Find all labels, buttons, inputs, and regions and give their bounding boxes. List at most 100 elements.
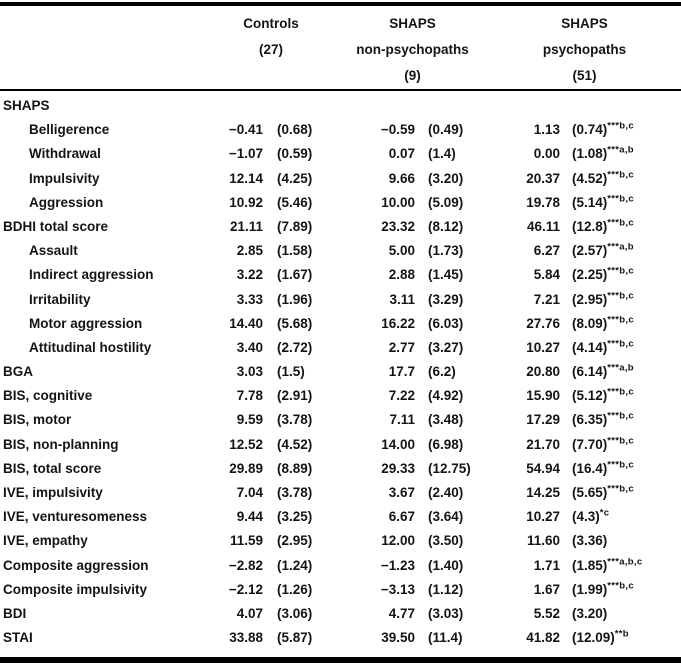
sd-value: (1.96) [277,291,313,307]
non-psychopaths-mean: 10.00 [381,194,415,210]
psychopaths-mean: 11.60 [526,533,560,549]
controls-mean: 10.92 [229,194,263,210]
sd-value: (1.67) [277,267,313,283]
column-header-line: SHAPS [561,16,608,31]
controls-mean: 11.59 [229,533,263,549]
psychopaths-mean: 41.82 [526,630,560,646]
sd-value: (12.8) [572,218,608,234]
non-psychopaths-sd: (3.29) [415,292,488,307]
sd-value: (6.35) [572,412,608,428]
non-psychopaths-sd: (1.4) [415,146,488,161]
sd-value: (1.24) [277,557,313,573]
non-psychopaths-sd: (6.2) [415,364,488,379]
non-psychopaths-sd: (3.20) [415,171,488,186]
table-row: Irritability 3.33 (1.96) 3.11 (3.29) 7.2… [0,290,681,316]
sd-value: (1.45) [428,267,464,283]
controls-sd: (4.25) [263,171,337,186]
sd-value: (3.20) [572,605,608,621]
sd-value: (0.74) [572,122,608,138]
sd-value: (3.27) [428,339,464,355]
psychopaths-mean: 5.52 [533,605,560,621]
controls-mean: 2.85 [236,243,263,259]
controls-sd: (5.68) [263,316,337,331]
psychopaths-mean: 1.71 [533,557,560,573]
column-header-line: SHAPS [389,16,436,31]
non-psychopaths-mean: 29.33 [381,460,415,476]
sd-value: (5.09) [428,194,464,210]
psychopaths-sd: (4.14)***b,c [560,339,681,355]
non-psychopaths-mean: 39.50 [381,630,415,646]
psychopaths-sd: (12.09)**b [560,629,681,645]
sd-value: (4.52) [572,170,608,186]
sd-value: (1.08) [572,146,608,162]
non-psychopaths-sd: (3.64) [415,509,488,524]
non-psychopaths-sd: (12.75) [415,461,488,476]
controls-sd: (2.95) [263,533,337,548]
row-label: Composite impulsivity [3,581,148,597]
table-row: BDI 4.07 (3.06) 4.77 (3.03) 5.52 (3.20) [0,606,681,630]
sd-value: (6.2) [428,364,456,380]
sd-value: (4.92) [428,388,464,404]
significance-marker: ***b,c [607,580,634,592]
sd-value: (7.70) [572,436,608,452]
table-row: Withdrawal −1.07 (0.59) 0.07 (1.4) 0.00 … [0,146,681,170]
controls-mean: 29.89 [229,460,263,476]
column-header-line: (9) [404,68,421,83]
sd-value: (1.4) [428,146,456,162]
row-label: Assault [29,243,78,259]
non-psychopaths-sd: (1.12) [415,582,488,597]
controls-sd: (1.24) [263,558,337,573]
sd-value: (5.12) [572,388,608,404]
significance-marker: ***b,c [607,386,634,398]
psychopaths-sd: (5.12)***b,c [560,386,681,404]
sd-value: (4.25) [277,170,313,186]
significance-marker: ***b,c [607,314,634,326]
table-row: Motor aggression 14.40 (5.68) 16.22 (6.0… [0,314,681,340]
psychopaths-mean: 27.76 [526,315,560,331]
column-header-line: Controls [243,16,299,31]
psychopaths-mean: 21.70 [526,436,560,452]
table-row: BIS, non-planning 12.52 (4.52) 14.00 (6.… [0,436,681,461]
significance-marker: ***a,b [607,362,634,374]
row-label: IVE, venturesomeness [3,509,148,525]
psychopaths-sd: (6.14)***a,b [560,362,681,379]
sd-value: (3.48) [428,412,464,428]
controls-sd: (1.67) [263,267,337,282]
psychopaths-sd: (4.52)***b,c [560,170,681,186]
non-psychopaths-sd: (1.73) [415,243,488,258]
non-psychopaths-sd: (3.50) [415,533,488,548]
sd-value: (3.20) [428,170,464,186]
significance-marker: ***b,c [607,290,634,301]
significance-marker: ***b,c [607,483,634,495]
non-psychopaths-mean: 23.32 [381,218,415,234]
row-label: Composite aggression [3,557,149,573]
controls-sd: (1.5) [263,364,337,379]
sd-value: (3.64) [428,509,464,525]
table-top-rule [0,2,681,6]
row-label: Aggression [29,194,104,210]
controls-sd: (8.89) [263,461,337,476]
controls-sd: (4.52) [263,437,337,452]
sd-value: (7.89) [277,218,313,234]
sd-value: (1.85) [572,557,608,573]
column-header-shaps-non-psychopaths: SHAPS non-psychopaths (9) [337,11,488,89]
column-header-line: non-psychopaths [356,42,469,57]
controls-sd: (3.78) [263,412,337,427]
psychopaths-sd: (12.8)***b,c [560,218,681,234]
controls-mean: 3.33 [236,291,263,307]
non-psychopaths-sd: (6.98) [415,437,488,452]
psychopaths-mean: 17.29 [526,412,560,428]
non-psychopaths-mean: 16.22 [381,315,415,331]
non-psychopaths-sd: (6.03) [415,316,488,331]
row-label: BDHI total score [3,218,109,234]
psychopaths-mean: 20.80 [526,364,560,380]
sd-value: (1.12) [428,581,464,597]
non-psychopaths-mean: 7.11 [389,412,415,428]
sd-value: (4.52) [277,436,313,452]
psychopaths-sd: (2.25)***b,c [560,267,681,283]
table-row: Assault 2.85 (1.58) 5.00 (1.73) 6.27 (2.… [0,242,681,267]
table-row: Indirect aggression 3.22 (1.67) 2.88 (1.… [0,267,681,291]
controls-mean: −2.12 [228,581,263,597]
table-bottom-rule [0,657,681,664]
sd-value: (8.89) [277,460,313,476]
